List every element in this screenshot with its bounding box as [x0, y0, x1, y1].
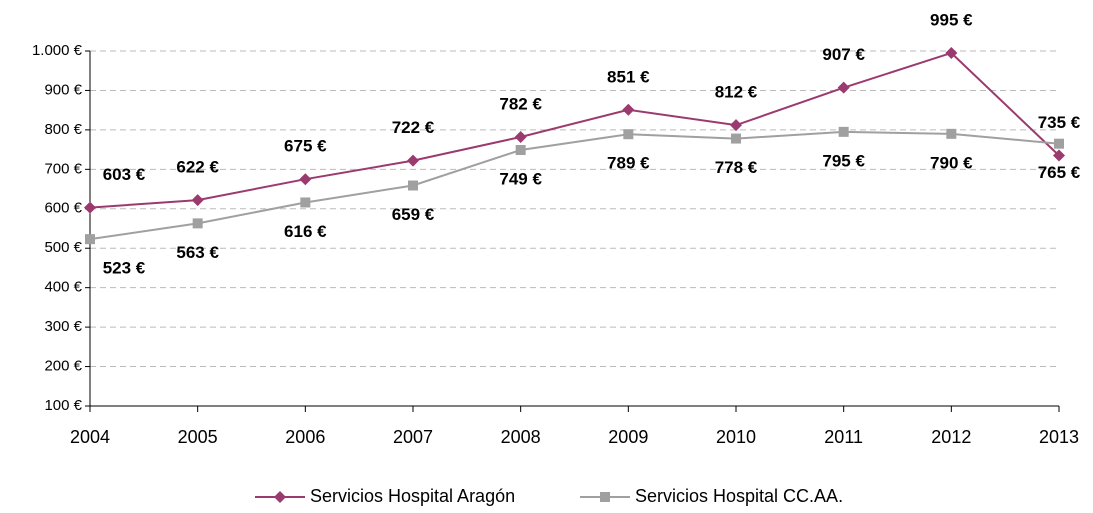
x-tick-label: 2013: [1039, 427, 1079, 447]
value-label: 616 €: [284, 222, 327, 241]
value-label: 907 €: [822, 45, 865, 64]
x-tick-label: 2012: [931, 427, 971, 447]
y-tick-label: 400 €: [44, 279, 82, 296]
point: [191, 194, 204, 207]
value-label: 790 €: [930, 153, 973, 172]
series-line: [89, 130, 1060, 241]
y-tick-label: 200 €: [44, 358, 82, 375]
value-label: 523 €: [103, 259, 146, 278]
value-label: 995 €: [930, 10, 973, 29]
legend-label: Servicios Hospital Aragón: [310, 486, 515, 506]
point: [838, 126, 849, 137]
point: [837, 81, 850, 94]
y-tick-label: 100 €: [44, 397, 82, 414]
y-tick-label: 700 €: [44, 160, 82, 177]
point: [408, 180, 418, 191]
value-label: 603 €: [103, 165, 146, 184]
x-tick-label: 2006: [285, 427, 325, 447]
x-tick-label: 2005: [178, 427, 218, 447]
value-label: 812 €: [715, 83, 758, 102]
x-tick-label: 2004: [70, 427, 110, 447]
value-label: 795 €: [822, 151, 865, 170]
series-line: [89, 51, 1060, 209]
point: [85, 234, 95, 245]
point: [946, 128, 957, 139]
point: [622, 103, 635, 116]
point: [730, 119, 742, 132]
y-tick-label: 800 €: [44, 121, 82, 138]
point: [514, 130, 527, 143]
point: [299, 173, 312, 186]
point: [731, 133, 741, 144]
point: [1054, 138, 1064, 149]
point: [515, 145, 526, 156]
y-tick-label: 900 €: [44, 81, 82, 98]
x-tick-label: 2010: [716, 427, 756, 447]
value-label: 735 €: [1038, 113, 1081, 132]
x-tick-label: 2007: [393, 427, 433, 447]
value-label: 749 €: [499, 169, 542, 188]
legend-marker: [274, 491, 286, 503]
y-tick-label: 1.000 €: [32, 42, 83, 59]
point: [623, 129, 634, 140]
value-label: 765 €: [1038, 163, 1081, 182]
value-label: 659 €: [392, 205, 435, 224]
point: [1053, 149, 1065, 162]
value-label: 563 €: [176, 243, 219, 262]
value-label: 782 €: [499, 94, 542, 113]
value-label: 851 €: [607, 67, 650, 86]
value-label: 675 €: [284, 137, 327, 156]
value-label: 778 €: [715, 158, 758, 177]
x-tick-label: 2011: [824, 427, 863, 447]
value-label: 622 €: [176, 158, 219, 177]
value-label: 789 €: [607, 154, 650, 173]
value-label: 722 €: [392, 118, 435, 137]
point: [945, 46, 958, 59]
point: [192, 218, 203, 229]
point: [84, 201, 96, 214]
point: [300, 197, 311, 208]
x-tick-label: 2009: [608, 427, 648, 447]
y-tick-label: 300 €: [44, 318, 82, 335]
y-tick-label: 500 €: [44, 239, 82, 256]
x-tick-label: 2008: [501, 427, 541, 447]
legend-marker: [600, 492, 610, 502]
point: [407, 154, 419, 167]
legend-label: Servicios Hospital CC.AA.: [635, 486, 843, 506]
y-tick-label: 600 €: [44, 200, 82, 217]
